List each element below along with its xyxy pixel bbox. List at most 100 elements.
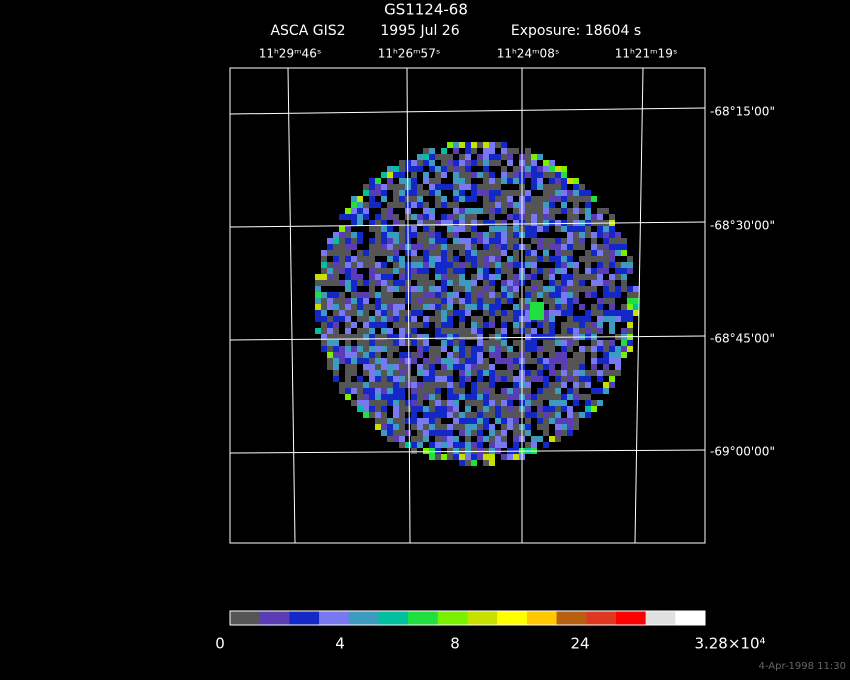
pixel	[483, 148, 489, 154]
pixel	[549, 370, 555, 376]
pixel	[435, 412, 441, 418]
pixel	[387, 244, 393, 250]
pixel	[441, 400, 447, 406]
pixel	[609, 376, 615, 382]
colorbar-swatch	[586, 611, 617, 625]
pixel	[381, 424, 387, 430]
pixel	[393, 250, 399, 256]
pixel	[399, 256, 405, 262]
pixel	[375, 304, 381, 310]
pixel	[567, 310, 573, 316]
pixel	[435, 172, 441, 178]
pixel	[471, 148, 477, 154]
pixel	[591, 280, 597, 286]
pixel	[477, 358, 483, 364]
pixel	[483, 370, 489, 376]
pixel	[567, 304, 573, 310]
pixel	[471, 334, 477, 340]
pixel	[417, 340, 423, 346]
pixel	[363, 208, 369, 214]
pixel	[567, 238, 573, 244]
pixel	[495, 196, 501, 202]
pixel	[591, 214, 597, 220]
pixel	[483, 262, 489, 268]
pixel	[375, 364, 381, 370]
pixel	[375, 244, 381, 250]
pixel	[561, 370, 567, 376]
pixel	[579, 322, 585, 328]
pixel	[603, 370, 609, 376]
colorbar-swatch	[289, 611, 320, 625]
pixel	[525, 256, 531, 262]
pixel	[489, 238, 495, 244]
pixel	[339, 382, 345, 388]
pixel	[327, 268, 333, 274]
pixel	[417, 166, 423, 172]
pixel	[489, 406, 495, 412]
pixel	[321, 346, 327, 352]
pixel	[333, 376, 339, 382]
pixel	[387, 232, 393, 238]
pixel	[333, 262, 339, 268]
pixel	[507, 196, 513, 202]
pixel	[501, 286, 507, 292]
pixel	[579, 358, 585, 364]
pixel	[585, 214, 591, 220]
pixel	[369, 400, 375, 406]
pixel	[471, 358, 477, 364]
pixel	[351, 304, 357, 310]
pixel	[543, 220, 549, 226]
pixel	[393, 298, 399, 304]
pixel	[609, 352, 615, 358]
pixel	[369, 190, 375, 196]
pixel	[465, 304, 471, 310]
pixel	[531, 256, 537, 262]
pixel	[465, 418, 471, 424]
pixel	[549, 352, 555, 358]
pixel	[465, 454, 471, 460]
pixel	[453, 274, 459, 280]
pixel	[627, 256, 633, 262]
pixel	[459, 304, 465, 310]
pixel	[387, 328, 393, 334]
pixel	[537, 424, 543, 430]
pixel	[345, 280, 351, 286]
pixel	[561, 358, 567, 364]
pixel	[573, 190, 579, 196]
pixel	[399, 424, 405, 430]
pixel	[561, 190, 567, 196]
pixel	[363, 304, 369, 310]
pixel	[351, 364, 357, 370]
pixel	[423, 214, 429, 220]
pixel	[453, 382, 459, 388]
pixel	[417, 400, 423, 406]
pixel	[567, 280, 573, 286]
pixel	[585, 202, 591, 208]
pixel	[531, 346, 537, 352]
pixel	[555, 382, 561, 388]
pixel	[453, 268, 459, 274]
pixel	[603, 316, 609, 322]
pixel	[399, 196, 405, 202]
pixel	[357, 250, 363, 256]
pixel	[549, 328, 555, 334]
pixel	[339, 316, 345, 322]
pixel	[363, 310, 369, 316]
pixel	[585, 322, 591, 328]
pixel	[441, 370, 447, 376]
pixel	[399, 178, 405, 184]
pixel	[447, 142, 453, 148]
pixel	[531, 286, 537, 292]
pixel	[549, 388, 555, 394]
pixel	[597, 298, 603, 304]
pixel	[375, 190, 381, 196]
pixel	[501, 340, 507, 346]
pixel	[345, 370, 351, 376]
pixel	[453, 142, 459, 148]
pixel	[609, 346, 615, 352]
pixel	[459, 142, 465, 148]
pixel	[597, 280, 603, 286]
pixel	[387, 274, 393, 280]
pixel	[507, 160, 513, 166]
pixel	[375, 400, 381, 406]
